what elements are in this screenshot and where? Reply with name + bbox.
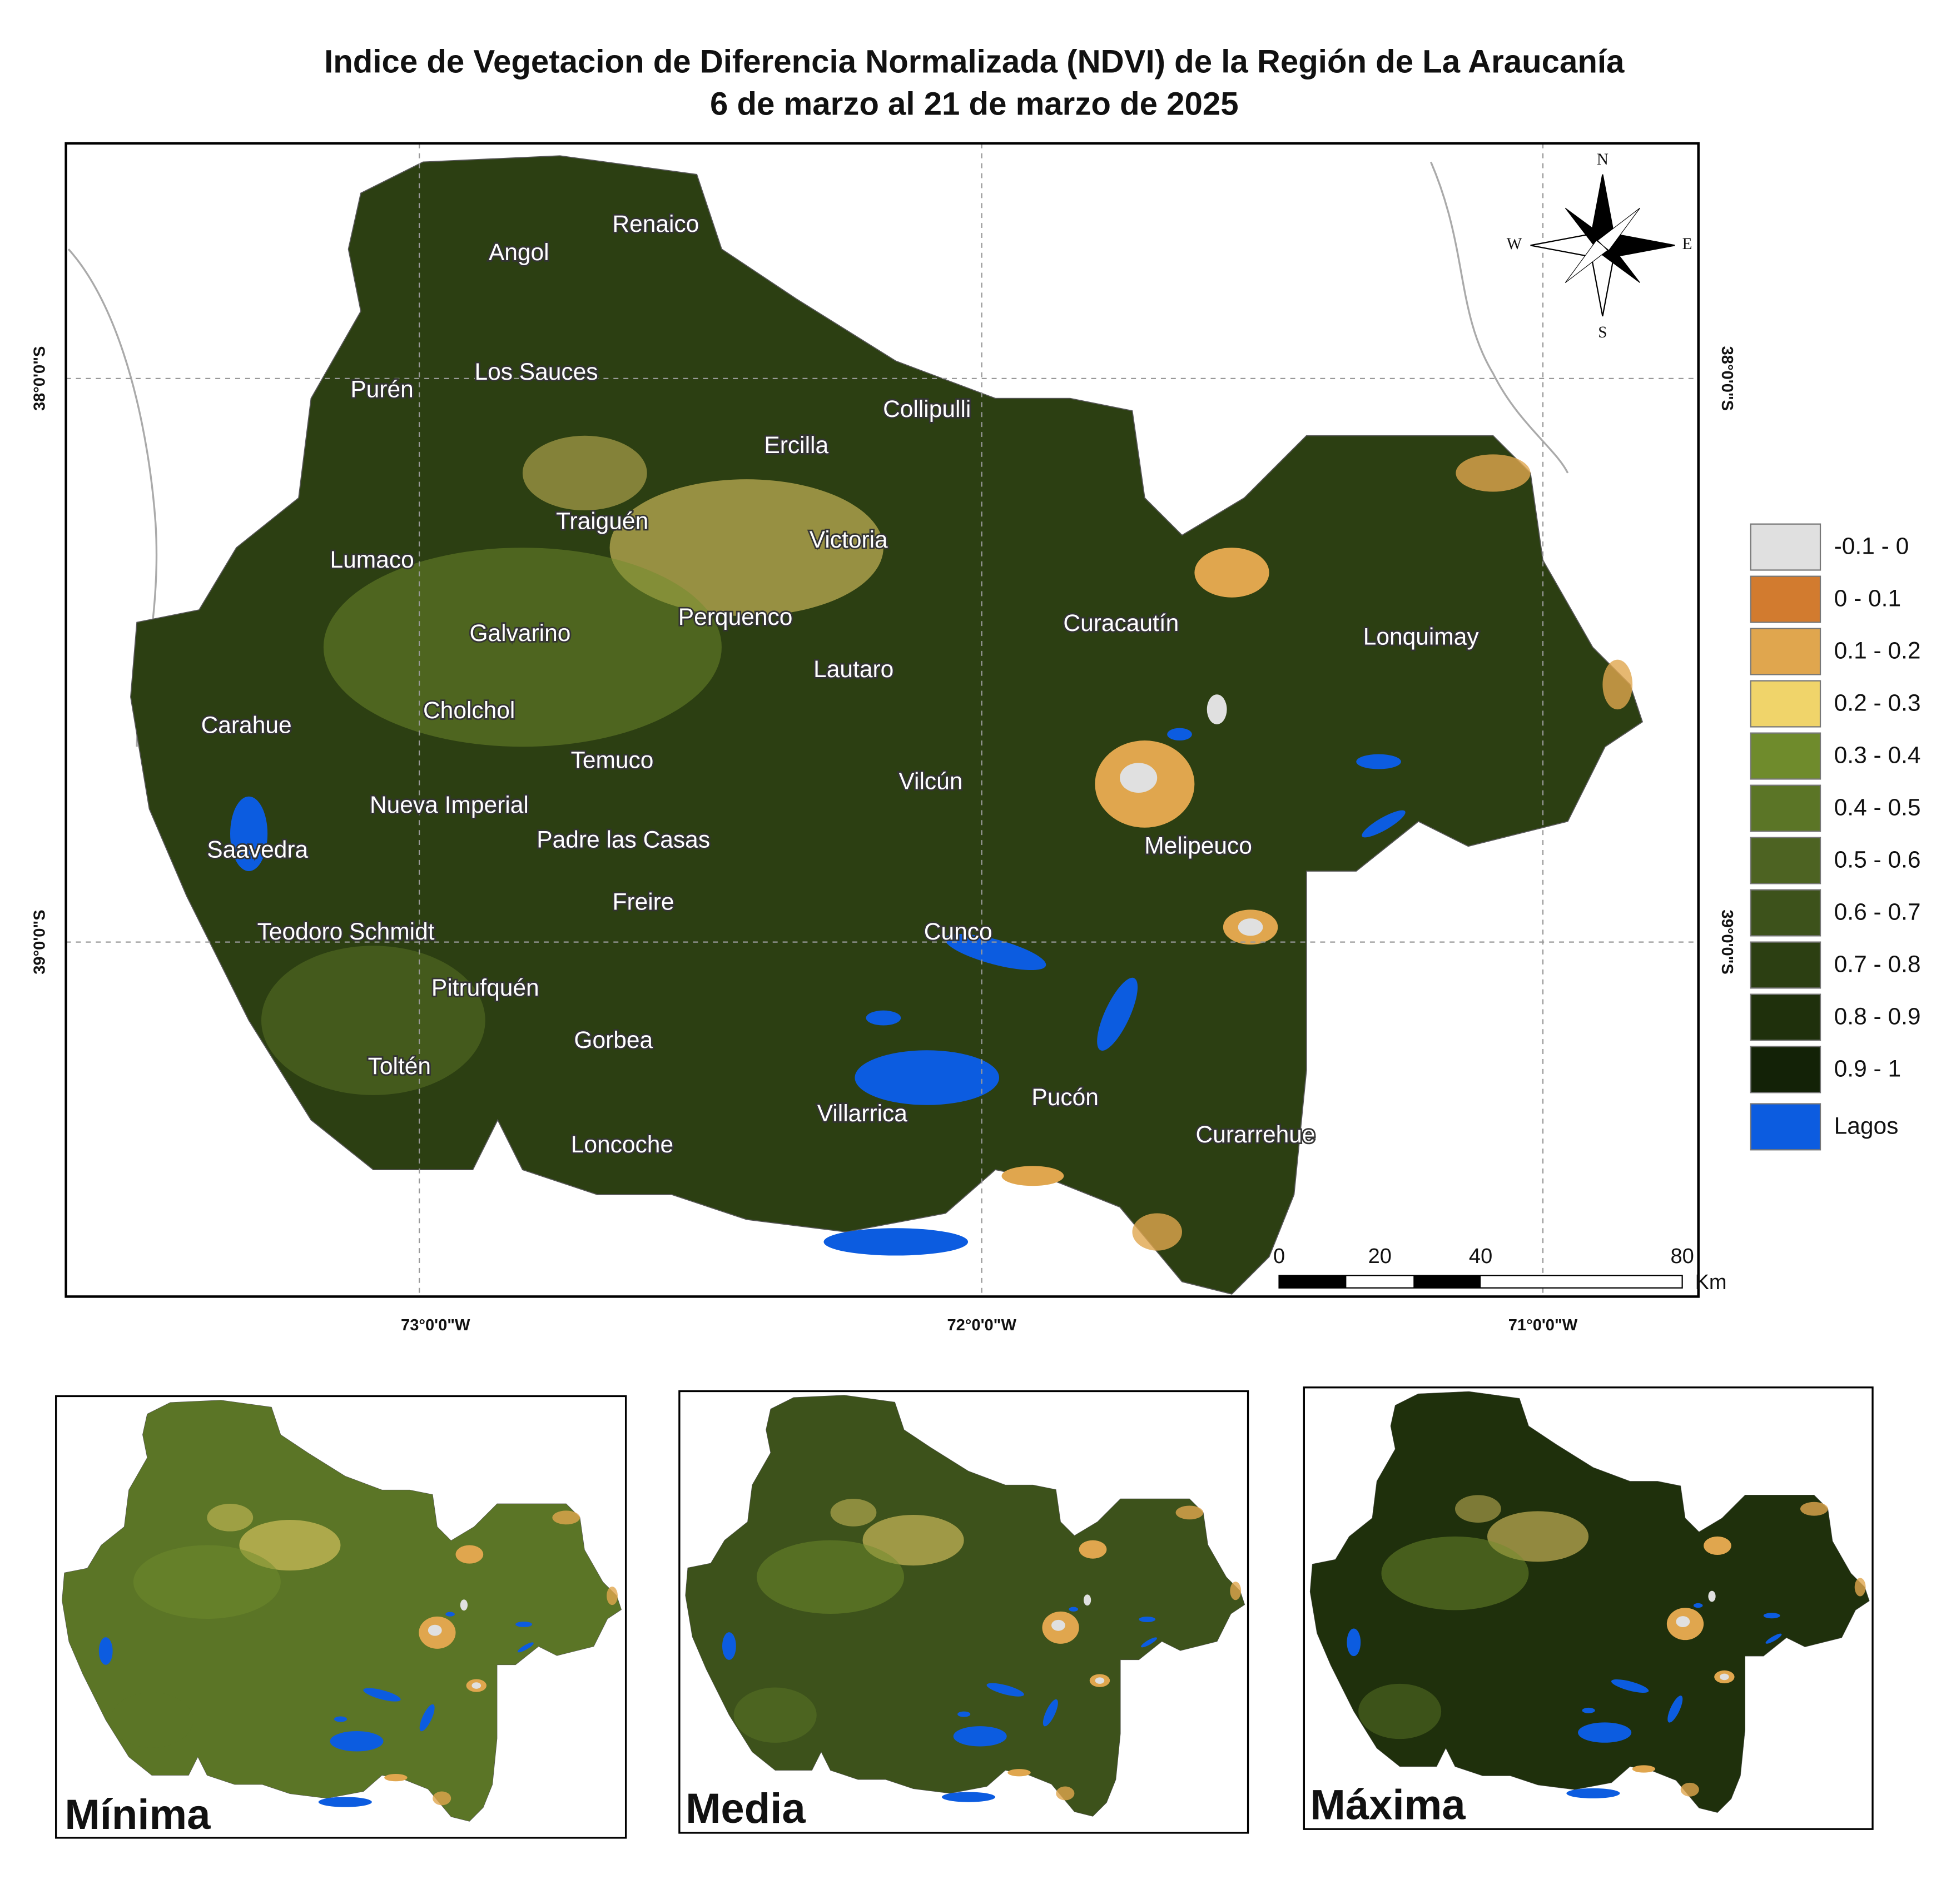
place-label: Melipeuco bbox=[1144, 833, 1252, 859]
place-label: Ercilla bbox=[764, 432, 828, 459]
longitude-label: 72°0'0"W bbox=[947, 1316, 1016, 1334]
inset-label: Máxima bbox=[1310, 1781, 1466, 1828]
place-label: Renaico bbox=[612, 211, 699, 237]
place-label: Carahue bbox=[201, 713, 292, 739]
inset-map: Media bbox=[678, 1390, 1249, 1834]
place-label: Galvarino bbox=[469, 620, 570, 647]
place-label: Loncoche bbox=[571, 1132, 673, 1158]
scale-tick: 80 bbox=[1670, 1245, 1694, 1268]
place-label: Vilcún bbox=[898, 768, 962, 794]
place-label: Saavedra bbox=[207, 837, 308, 863]
place-label: Temuco bbox=[571, 747, 654, 773]
place-label: Nueva Imperial bbox=[370, 792, 529, 818]
compass-rose: N S W E bbox=[1507, 151, 1692, 341]
legend-swatch bbox=[1750, 1103, 1821, 1151]
place-label: Curarrehue bbox=[1196, 1122, 1315, 1148]
place-label: Lonquimay bbox=[1363, 624, 1480, 650]
place-label: Collipulli bbox=[883, 396, 971, 422]
legend-swatch bbox=[1750, 628, 1821, 675]
place-label: Perquenco bbox=[678, 604, 793, 630]
legend-label: 0 - 0.1 bbox=[1834, 585, 1902, 612]
legend-label: 0.7 - 0.8 bbox=[1834, 951, 1921, 977]
legend-swatch bbox=[1750, 941, 1821, 989]
legend-swatch bbox=[1750, 732, 1821, 780]
inset-map: Máxima bbox=[1303, 1386, 1874, 1830]
place-label: Los Sauces bbox=[474, 359, 598, 385]
inset-maps: Mínima Media Máxima bbox=[55, 1386, 1874, 1839]
inset-map: Mínima bbox=[55, 1395, 627, 1839]
latitude-label: 39°0'0"S bbox=[31, 909, 49, 974]
place-label: Villarrica bbox=[817, 1101, 908, 1127]
scale-unit: Km bbox=[1695, 1271, 1727, 1294]
legend-label: Lagos bbox=[1834, 1113, 1899, 1139]
compass-label: S bbox=[1598, 324, 1607, 341]
compass-label: N bbox=[1597, 151, 1609, 168]
compass-label: E bbox=[1682, 235, 1692, 253]
legend-label: -0.1 - 0 bbox=[1834, 533, 1909, 559]
legend-label: 0.8 - 0.9 bbox=[1834, 1003, 1921, 1030]
scale-tick: 20 bbox=[1368, 1245, 1392, 1268]
scale-bar: 0 20 40 80 Km bbox=[1273, 1245, 1727, 1294]
place-label: Lautaro bbox=[813, 657, 893, 683]
legend-swatch bbox=[1750, 1046, 1821, 1093]
title: Indice de Vegetacion de Diferencia Norma… bbox=[324, 43, 1625, 79]
place-label: Purén bbox=[350, 376, 413, 402]
inset-label: Mínima bbox=[64, 1791, 211, 1838]
legend-swatch bbox=[1750, 523, 1821, 571]
legend-swatch bbox=[1750, 889, 1821, 937]
main-map: 73°0'0"W 72°0'0"W 71°0'0"W 38°0'0"S 39°0… bbox=[31, 142, 1736, 1334]
place-label: Teodoro Schmidt bbox=[257, 919, 435, 945]
place-label: Cunco bbox=[924, 919, 992, 945]
longitude-label: 73°0'0"W bbox=[401, 1316, 470, 1334]
legend-label: 0.5 - 0.6 bbox=[1834, 847, 1921, 873]
legend-label: 0.6 - 0.7 bbox=[1834, 899, 1921, 925]
latitude-label: 39°0'0"S bbox=[1718, 909, 1736, 974]
inset-label: Media bbox=[686, 1785, 806, 1832]
legend-label: 0.4 - 0.5 bbox=[1834, 794, 1921, 821]
place-label: Curacautín bbox=[1063, 610, 1179, 637]
legend-label: 0.3 - 0.4 bbox=[1834, 742, 1921, 768]
place-label: Toltén bbox=[368, 1053, 431, 1080]
legend-swatch bbox=[1750, 575, 1821, 623]
latitude-label: 38°0'0"S bbox=[31, 346, 49, 411]
compass-label: W bbox=[1507, 235, 1522, 253]
place-label: Pucón bbox=[1031, 1085, 1099, 1111]
place-label: Padre las Casas bbox=[537, 827, 710, 853]
place-label: Freire bbox=[612, 889, 674, 915]
legend-swatch bbox=[1750, 993, 1821, 1041]
legend-swatch bbox=[1750, 680, 1821, 728]
scale-tick: 40 bbox=[1469, 1245, 1492, 1268]
place-label: Cholchol bbox=[423, 698, 515, 724]
place-label: Pitrufquén bbox=[431, 975, 539, 1001]
place-label: Traiguén bbox=[556, 509, 648, 535]
longitude-label: 71°0'0"W bbox=[1508, 1316, 1578, 1334]
place-labels: Renaico Angol Los Sauces Purén Collipull… bbox=[200, 210, 1481, 1160]
place-label: Angol bbox=[489, 240, 549, 266]
subtitle: 6 de marzo al 21 de marzo de 2025 bbox=[710, 86, 1239, 122]
legend-swatch bbox=[1750, 837, 1821, 884]
latitude-label: 38°0'0"S bbox=[1718, 346, 1736, 411]
place-label: Gorbea bbox=[574, 1027, 653, 1053]
legend: -0.1 - 0 0 - 0.1 0.1 - 0.2 0.2 - 0.3 0.3 - 0… bbox=[1750, 523, 1921, 1151]
scale-tick: 0 bbox=[1273, 1245, 1285, 1268]
legend-label: 0.2 - 0.3 bbox=[1834, 690, 1921, 716]
place-label: Lumaco bbox=[330, 547, 414, 573]
legend-label: 0.1 - 0.2 bbox=[1834, 638, 1921, 664]
place-label: Victoria bbox=[810, 527, 888, 553]
legend-label: 0.9 - 1 bbox=[1834, 1056, 1902, 1082]
legend-swatch bbox=[1750, 784, 1821, 832]
